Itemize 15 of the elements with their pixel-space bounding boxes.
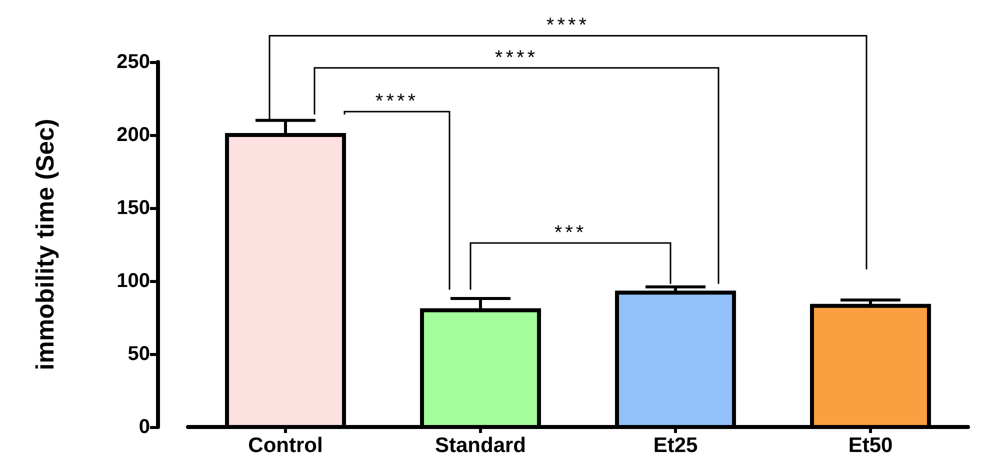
annotation: *** xyxy=(554,222,587,244)
text: **** xyxy=(546,14,590,37)
y-tick-label: 50 xyxy=(128,343,150,365)
annotation: **** xyxy=(494,46,538,69)
y-axis-title: immobility time (Sec) xyxy=(32,118,60,370)
x-tick-label: Control xyxy=(248,434,323,457)
x-tick-label: Et50 xyxy=(848,434,893,457)
annotation: **** xyxy=(375,90,419,113)
x-tick-label: Et25 xyxy=(653,434,698,457)
x-tick-label: Standard xyxy=(434,434,526,457)
y-tick-label: 200 xyxy=(116,124,150,146)
y-tick-label: 100 xyxy=(116,270,150,292)
y-tick-label: 250 xyxy=(116,51,150,73)
y-tick-label: 150 xyxy=(116,197,150,219)
y-tick-label: 0 xyxy=(138,416,150,438)
